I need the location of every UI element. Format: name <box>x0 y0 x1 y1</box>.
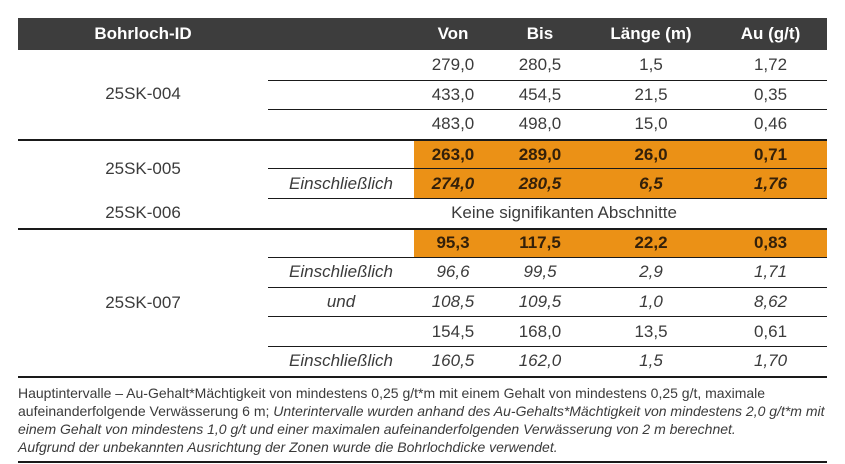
laenge-value-highlighted: 6,5 <box>588 168 714 198</box>
header-bis: Bis <box>492 18 588 50</box>
au-value-highlighted: 0,83 <box>714 227 827 258</box>
header-von: Von <box>414 18 492 50</box>
au-value: 1,70 <box>714 345 827 376</box>
sub-label <box>268 109 414 139</box>
von-value: 279,0 <box>414 50 492 80</box>
von-value-highlighted: 95,3 <box>414 227 492 258</box>
laenge-value-highlighted: 26,0 <box>588 138 714 169</box>
au-value: 0,61 <box>714 316 827 346</box>
sub-label <box>268 227 414 258</box>
header-spacer <box>268 18 414 50</box>
au-value: 0,35 <box>714 79 827 110</box>
von-value: 96,6 <box>414 257 492 287</box>
au-value: 1,72 <box>714 50 827 80</box>
hole-id-25SK-007: 25SK-007 <box>18 227 268 376</box>
bis-value: 280,5 <box>492 50 588 80</box>
laenge-value: 2,9 <box>588 257 714 287</box>
footnote-orientation: Aufgrund der unbekannten Ausrichtung der… <box>18 438 558 455</box>
au-value <box>714 197 827 228</box>
laenge-value: 13,5 <box>588 316 714 346</box>
sub-label-einschliesslich: Einschließlich <box>268 345 414 376</box>
laenge-value: 1,5 <box>588 345 714 376</box>
sub-label <box>268 138 414 169</box>
au-value: 1,71 <box>714 257 827 287</box>
footnote-bottom-rule <box>18 460 827 463</box>
von-value: 160,5 <box>414 345 492 376</box>
hole-id-25SK-005: 25SK-005 <box>18 138 268 198</box>
bis-value: 109,5 <box>492 286 588 317</box>
sub-label <box>268 79 414 110</box>
bis-value: 168,0 <box>492 316 588 346</box>
footnote: Hauptintervalle – Au-Gehalt*Mächtigkeit … <box>18 378 827 461</box>
laenge-value: 1,5 <box>588 50 714 80</box>
sub-label-und: und <box>268 286 414 317</box>
table-bottom-rule <box>18 375 827 378</box>
bis-value: 99,5 <box>492 257 588 287</box>
hole-id-25SK-004: 25SK-004 <box>18 50 268 139</box>
laenge-value: 1,0 <box>588 286 714 317</box>
au-value: 0,46 <box>714 109 827 139</box>
bis-value-highlighted: 280,5 <box>492 168 588 198</box>
bis-value: 162,0 <box>492 345 588 376</box>
au-value: 8,62 <box>714 286 827 317</box>
hole-id-25SK-006: 25SK-006 <box>18 197 268 228</box>
footnote-main-intervals: Hauptintervalle – Au-Gehalt*Mächtigkeit … <box>18 384 766 419</box>
au-value-highlighted: 1,76 <box>714 168 827 198</box>
sub-label <box>268 50 414 80</box>
von-value: 433,0 <box>414 79 492 110</box>
no-significant-intervals-note: Keine signifikanten Abschnitte <box>414 197 714 228</box>
bis-value-highlighted: 117,5 <box>492 227 588 258</box>
von-value: 483,0 <box>414 109 492 139</box>
laenge-value-highlighted: 22,2 <box>588 227 714 258</box>
bis-value: 498,0 <box>492 109 588 139</box>
sub-label-einschliesslich: Einschließlich <box>268 257 414 287</box>
header-bohrloch-id: Bohrloch-ID <box>18 18 268 50</box>
footnote-sub-intervals: Unterintervalle wurden anhand des Au-Geh… <box>18 402 825 437</box>
laenge-value: 15,0 <box>588 109 714 139</box>
von-value-highlighted: 274,0 <box>414 168 492 198</box>
von-value: 108,5 <box>414 286 492 317</box>
sub-label <box>268 316 414 346</box>
von-value-highlighted: 263,0 <box>414 138 492 169</box>
sub-label <box>268 197 414 228</box>
header-au: Au (g/t) <box>714 18 827 50</box>
bis-value: 454,5 <box>492 79 588 110</box>
au-value-highlighted: 0,71 <box>714 138 827 169</box>
drill-results-table: Bohrloch-ID Von Bis Länge (m) Au (g/t) 2… <box>18 18 827 376</box>
header-laenge: Länge (m) <box>588 18 714 50</box>
sub-label-einschliesslich: Einschließlich <box>268 168 414 198</box>
von-value: 154,5 <box>414 316 492 346</box>
bis-value-highlighted: 289,0 <box>492 138 588 169</box>
laenge-value: 21,5 <box>588 79 714 110</box>
